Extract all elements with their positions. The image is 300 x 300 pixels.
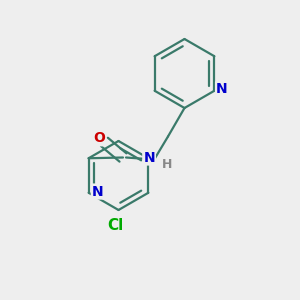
Text: H: H	[162, 158, 172, 171]
Text: O: O	[93, 131, 105, 145]
Text: N: N	[216, 82, 228, 96]
Text: Cl: Cl	[107, 218, 123, 233]
Text: N: N	[143, 151, 155, 164]
Text: N: N	[92, 184, 103, 199]
